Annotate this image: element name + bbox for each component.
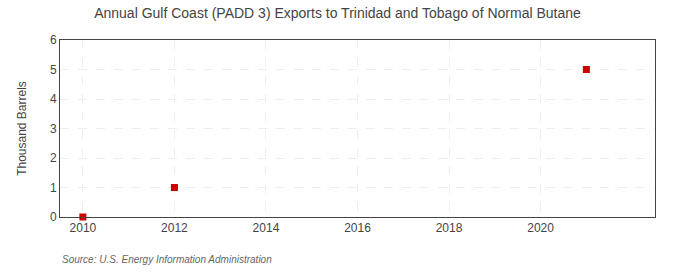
svg-text:4: 4 [50,92,57,106]
svg-text:2016: 2016 [344,221,371,235]
svg-text:2014: 2014 [253,221,280,235]
svg-text:5: 5 [50,63,57,77]
svg-text:2012: 2012 [161,221,188,235]
svg-text:2: 2 [50,151,57,165]
svg-text:0: 0 [50,210,57,224]
svg-text:3: 3 [50,122,57,136]
svg-text:1: 1 [50,181,57,195]
svg-text:Annual Gulf Coast (PADD 3) Exp: Annual Gulf Coast (PADD 3) Exports to Tr… [94,5,581,21]
svg-text:2010: 2010 [70,221,97,235]
svg-text:Source: U.S. Energy Informatio: Source: U.S. Energy Information Administ… [62,254,272,265]
svg-text:Thousand Barrels: Thousand Barrels [15,81,29,176]
svg-text:6: 6 [50,33,57,47]
svg-text:2020: 2020 [527,221,554,235]
svg-text:2018: 2018 [436,221,463,235]
